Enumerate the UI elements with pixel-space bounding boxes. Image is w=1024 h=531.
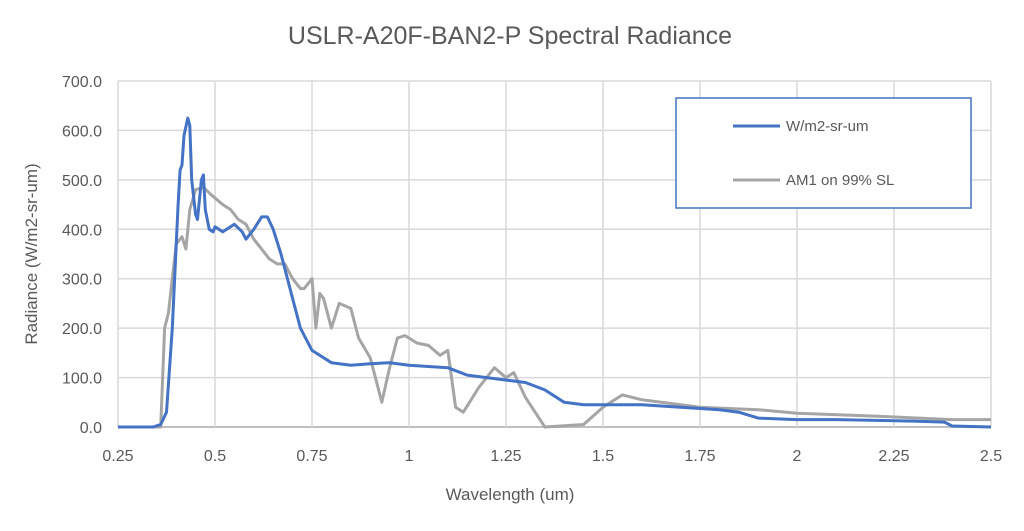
y-tick-labels: 0.0 100.0 200.0 300.0 400.0 500.0 600.0 700.0 (62, 74, 102, 437)
series-line-am1 (118, 185, 991, 429)
x-tick-label: 0.25 (102, 448, 133, 465)
y-tick-label: 700.0 (62, 74, 102, 91)
series-lines (118, 116, 992, 429)
x-tick-label: 2.25 (878, 448, 909, 465)
chart-title: USLR-A20F-BAN2-P Spectral Radiance (288, 22, 732, 50)
y-tick-label: 300.0 (62, 272, 102, 289)
x-tick-label: 1 (405, 448, 414, 465)
series-line-radiance (118, 116, 992, 429)
y-tick-label: 600.0 (62, 123, 102, 140)
legend-label-radiance: W/m2-sr-um (786, 118, 869, 135)
y-tick-label: 400.0 (62, 222, 102, 239)
x-tick-label: 0.75 (296, 448, 327, 465)
x-tick-label: 1.75 (684, 448, 715, 465)
y-tick-label: 200.0 (62, 321, 102, 338)
y-tick-label: 500.0 (62, 173, 102, 190)
x-tick-label: 1.5 (592, 448, 614, 465)
x-tick-label: 2 (793, 448, 802, 465)
gridlines (117, 80, 992, 428)
legend-box (675, 97, 972, 209)
legend: W/m2-sr-um AM1 on 99% SL (675, 97, 972, 209)
x-tick-label: 1.25 (490, 448, 521, 465)
x-axis-label: Wavelength (um) (446, 485, 575, 504)
y-tick-label: 100.0 (62, 371, 102, 388)
x-tick-label: 0.5 (204, 448, 226, 465)
x-tick-label: 2.5 (980, 448, 1002, 465)
x-tick-labels: 0.25 0.5 0.75 1 1.25 1.5 1.75 2 2.25 2.5 (102, 448, 1002, 465)
y-axis-label: Radiance (W/m2-sr-um) (22, 163, 41, 344)
y-tick-label: 0.0 (80, 420, 102, 437)
legend-label-am1: AM1 on 99% SL (786, 172, 894, 189)
